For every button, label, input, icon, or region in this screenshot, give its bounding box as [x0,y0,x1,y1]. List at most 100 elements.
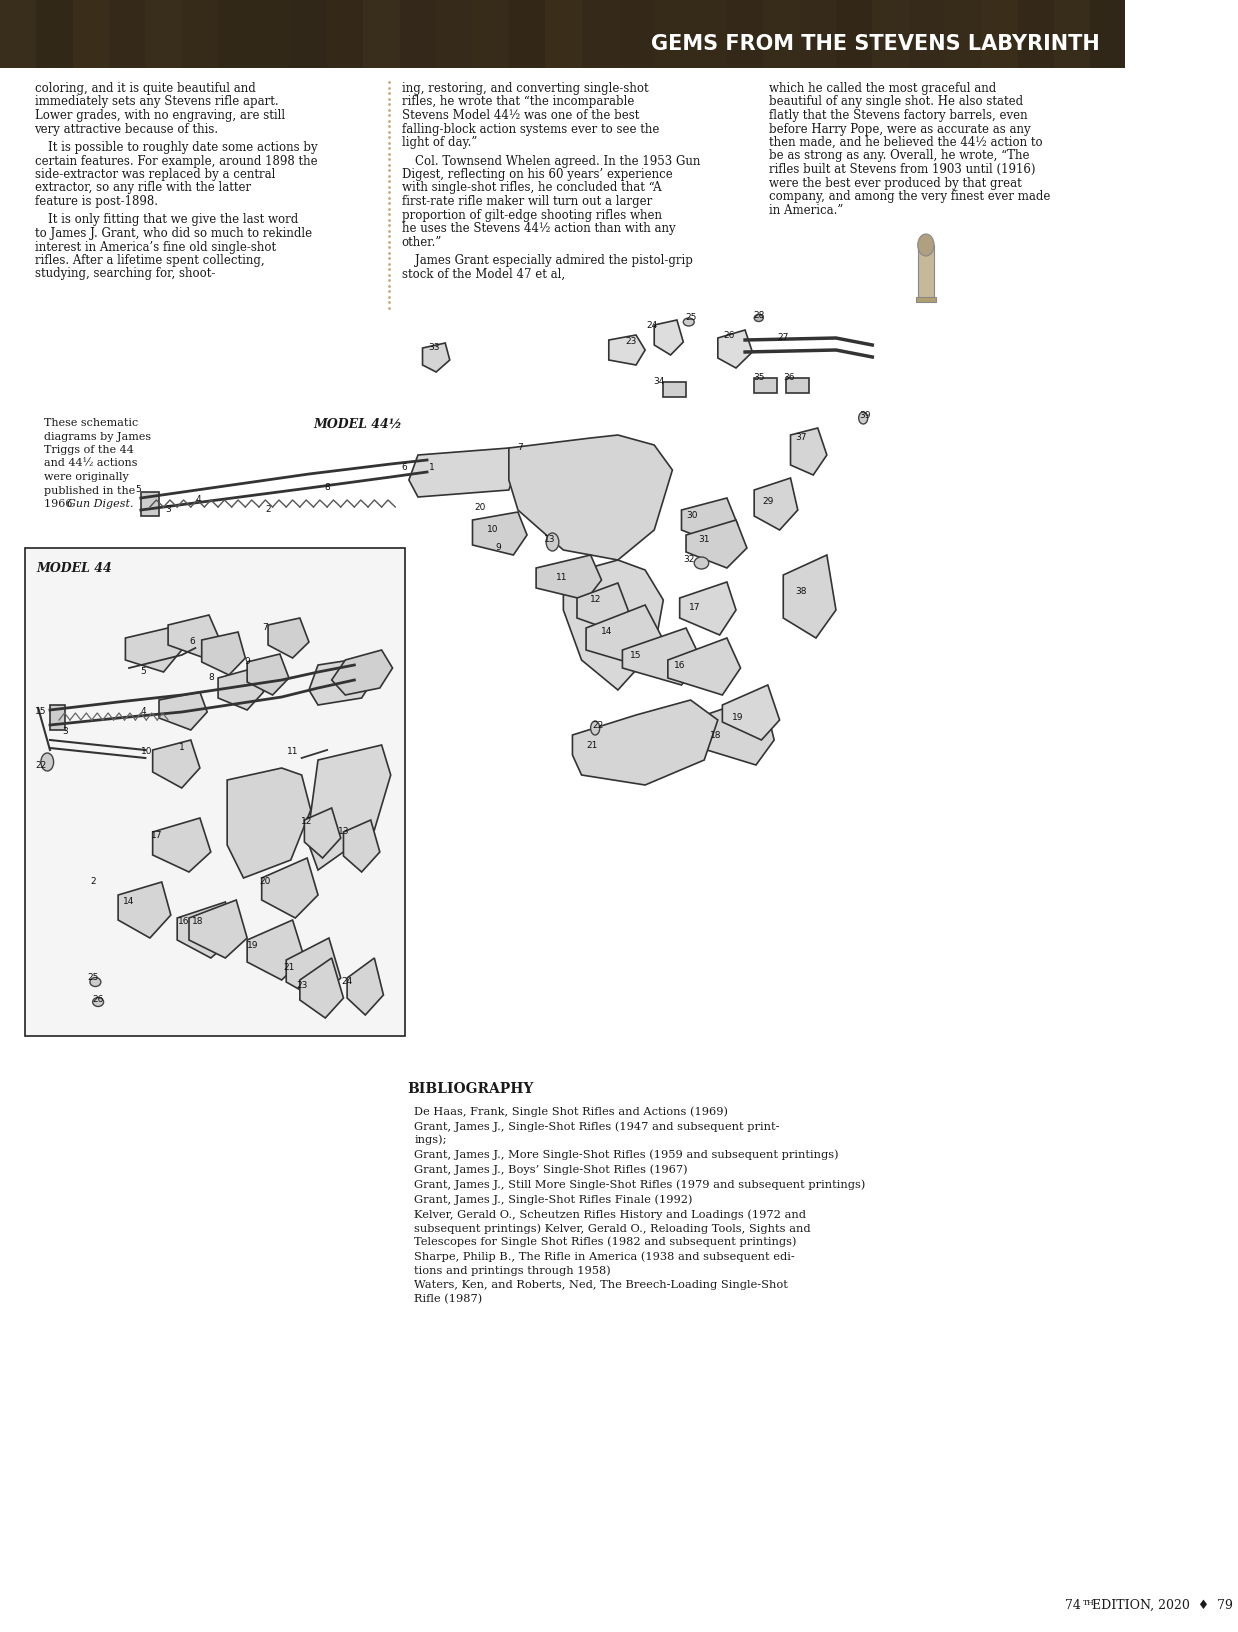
Text: stock of the Model 47 et al,: stock of the Model 47 et al, [401,268,565,281]
Bar [109,0,145,69]
Text: Col. Townsend Whelen agreed. In the 1953 Gun: Col. Townsend Whelen agreed. In the 1953… [415,155,701,168]
Polygon shape [152,818,210,871]
Bar [291,0,327,69]
Text: 8: 8 [324,483,331,493]
Polygon shape [691,695,774,765]
Polygon shape [784,555,836,638]
Text: Telescopes for Single Shot Rifles (1982 and subsequent printings): Telescopes for Single Shot Rifles (1982 … [415,1237,797,1247]
Text: 14: 14 [124,898,135,906]
Polygon shape [680,583,737,635]
Text: Grant, James J., Still More Single-Shot Rifles (1979 and subsequent printings): Grant, James J., Still More Single-Shot … [415,1180,865,1190]
Text: other.”: other.” [401,235,442,248]
Bar [909,0,945,69]
Polygon shape [586,605,664,667]
Bar [618,0,654,69]
Text: 26: 26 [93,996,104,1005]
Polygon shape [572,700,718,785]
Text: Stevens Model 44½ was one of the best: Stevens Model 44½ was one of the best [401,109,639,122]
Polygon shape [754,478,797,530]
Bar [945,0,982,69]
Bar [873,0,909,69]
Text: 36: 36 [782,374,795,382]
Text: 16: 16 [673,661,686,669]
Polygon shape [577,583,629,630]
Text: 17: 17 [690,604,701,612]
Text: Grant, James J., Single-Shot Rifles (1947 and subsequent print-: Grant, James J., Single-Shot Rifles (194… [415,1121,780,1131]
Text: 1966: 1966 [43,499,76,509]
Bar [691,0,727,69]
Polygon shape [307,744,391,870]
Polygon shape [218,667,264,710]
Text: 23: 23 [296,981,307,989]
Polygon shape [473,512,527,555]
Bar [917,245,935,300]
Text: 6: 6 [189,638,196,646]
Text: Waters, Ken, and Roberts, Ned, The Breech-Loading Single-Shot: Waters, Ken, and Roberts, Ned, The Breec… [415,1279,789,1289]
Polygon shape [305,808,340,858]
Text: 39: 39 [859,411,870,419]
Polygon shape [50,705,66,730]
Ellipse shape [591,721,599,734]
Bar [0,0,36,69]
Text: 13: 13 [338,827,349,837]
Polygon shape [509,436,672,560]
Text: side-extractor was replaced by a central: side-extractor was replaced by a central [35,168,275,181]
Text: interest in America’s fine old single-shot: interest in America’s fine old single-sh… [35,240,276,253]
Text: falling-block action systems ever to see the: falling-block action systems ever to see… [401,122,659,135]
Polygon shape [722,685,780,739]
Text: 30: 30 [687,511,698,519]
Text: 3: 3 [63,728,68,736]
Bar [836,0,873,69]
Text: 11: 11 [287,747,298,757]
Text: 25: 25 [685,313,696,323]
Bar [727,0,764,69]
Text: GEMS FROM THE STEVENS LABYRINTH: GEMS FROM THE STEVENS LABYRINTH [651,34,1099,54]
Text: rifles built at Stevens from 1903 until (1916): rifles built at Stevens from 1903 until … [769,163,1035,176]
Bar [1054,0,1091,69]
Polygon shape [286,938,340,1000]
Ellipse shape [917,233,935,256]
Polygon shape [786,379,808,393]
Text: to James J. Grant, who did so much to rekindle: to James J. Grant, who did so much to re… [35,227,312,240]
Text: ings);: ings); [415,1134,447,1146]
Text: light of day.”: light of day.” [401,135,477,149]
Polygon shape [310,658,374,705]
Text: 28: 28 [753,310,764,320]
Text: were the best ever produced by that great: were the best ever produced by that grea… [769,176,1021,189]
Bar [916,297,936,302]
Text: first-rate rifle maker will turn out a larger: first-rate rifle maker will turn out a l… [401,194,652,207]
Bar [145,0,182,69]
Polygon shape [202,632,245,676]
Text: 11: 11 [556,573,567,583]
Bar [654,0,691,69]
Bar [400,0,436,69]
Text: 35: 35 [753,374,765,382]
Ellipse shape [41,752,53,770]
Polygon shape [118,881,171,938]
Text: 25: 25 [87,974,98,982]
Text: rifles, he wrote that “the incomparable: rifles, he wrote that “the incomparable [401,96,634,108]
Bar [473,0,509,69]
Text: James Grant especially admired the pistol-grip: James Grant especially admired the pisto… [415,255,693,268]
Polygon shape [609,335,645,366]
Text: 18: 18 [711,731,722,739]
Bar [218,0,255,69]
Text: TH: TH [1083,1599,1094,1608]
Polygon shape [300,958,343,1018]
Text: 24: 24 [342,978,353,986]
Text: These schematic: These schematic [43,418,137,428]
Polygon shape [563,560,664,690]
Text: 20: 20 [260,878,271,886]
Text: extractor, so any rifle with the latter: extractor, so any rifle with the latter [35,181,250,194]
Text: MODEL 44: MODEL 44 [36,561,113,574]
Text: 24: 24 [646,320,659,330]
Polygon shape [347,958,384,1015]
Polygon shape [248,654,288,695]
Text: 10: 10 [487,526,498,535]
Polygon shape [269,619,310,658]
Text: Gun Digest.: Gun Digest. [67,499,134,509]
Text: in America.”: in America.” [769,204,843,217]
Ellipse shape [93,997,104,1007]
Polygon shape [791,428,827,475]
Text: 9: 9 [244,658,250,666]
